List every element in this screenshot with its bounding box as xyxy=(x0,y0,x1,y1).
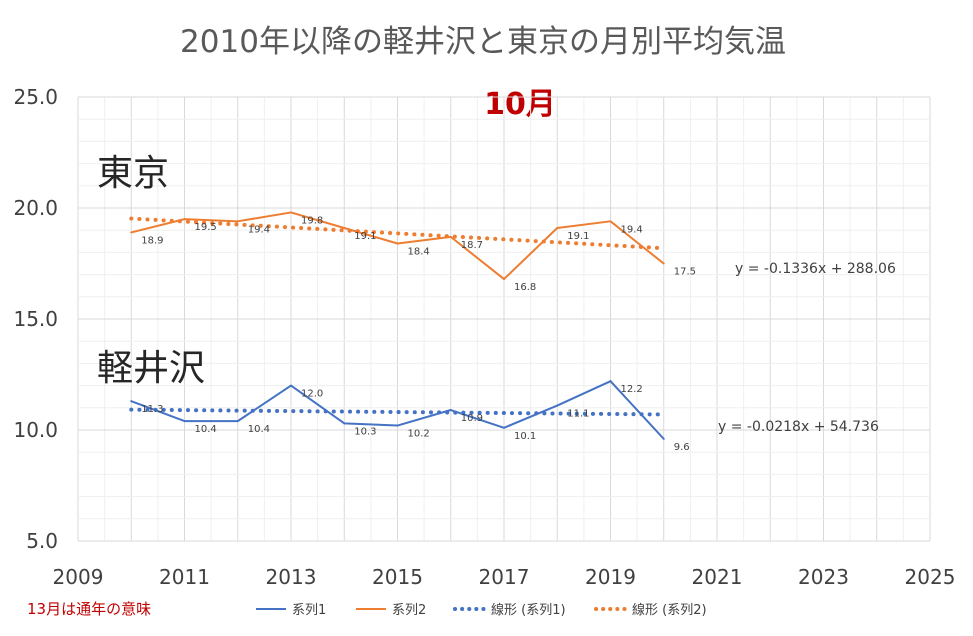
karuizawa-label: 軽井沢 xyxy=(97,348,205,389)
x-tick-label: 2019 xyxy=(585,565,636,589)
data-label: 10.1 xyxy=(514,431,536,442)
data-point xyxy=(130,231,133,234)
chart-title: 2010年以降の軽井沢と東京の月別平均気温 xyxy=(180,24,786,60)
legend-label-2: 系列2 xyxy=(392,603,426,618)
x-tick-label: 2023 xyxy=(798,565,849,589)
x-tick-label: 2021 xyxy=(692,565,743,589)
y-tick-label: 25.0 xyxy=(13,85,58,109)
data-point xyxy=(449,235,452,238)
data-label: 10.3 xyxy=(354,426,376,437)
data-label: 19.4 xyxy=(248,224,270,235)
data-point xyxy=(396,424,399,427)
data-point xyxy=(290,384,292,387)
data-point xyxy=(343,226,346,229)
axis-labels: 2009 2011 2013 2015 2017 2019 2021 2023 2025 5.0 1… xyxy=(13,85,955,589)
trendline-1 xyxy=(129,407,666,417)
x-tick-label: 2017 xyxy=(479,565,530,589)
tokyo-label: 東京 xyxy=(97,153,169,194)
data-label: 11.1 xyxy=(567,409,589,420)
legend-label-1: 系列1 xyxy=(292,603,326,618)
data-label: 10.9 xyxy=(461,413,483,424)
data-label: 19.1 xyxy=(354,231,376,242)
x-tick-label: 2009 xyxy=(53,565,104,589)
data-label: 19.5 xyxy=(195,222,217,233)
data-label: 19.8 xyxy=(301,215,323,226)
data-point xyxy=(396,242,399,245)
data-point xyxy=(236,420,239,423)
data-point xyxy=(236,220,239,223)
data-label: 18.4 xyxy=(408,247,430,258)
data-label: 10.4 xyxy=(248,424,270,435)
data-point xyxy=(662,437,665,440)
data-label: 9.6 xyxy=(674,442,690,453)
data-label: 12.2 xyxy=(621,384,643,395)
data-point xyxy=(449,409,452,412)
data-label: 18.9 xyxy=(141,235,163,246)
data-label: 18.7 xyxy=(461,240,483,251)
data-point xyxy=(183,420,186,423)
y-tick-label: 20.0 xyxy=(13,196,58,220)
data-label: 16.8 xyxy=(514,282,536,293)
data-point xyxy=(556,226,559,229)
data-label: 12.0 xyxy=(301,389,323,400)
trendlines xyxy=(129,216,666,417)
y-tick-label: 10.0 xyxy=(13,418,58,442)
data-point xyxy=(609,380,612,383)
y-tick-label: 15.0 xyxy=(13,307,58,331)
legend: 系列1 系列2 線形 (系列1) 線形 (系列2) xyxy=(256,602,707,618)
legend-label-3: 線形 (系列1) xyxy=(491,602,566,618)
data-point xyxy=(662,262,665,265)
data-point xyxy=(183,218,186,221)
data-point xyxy=(343,422,346,425)
data-point xyxy=(130,400,133,403)
legend-label-4: 線形 (系列2) xyxy=(632,602,707,618)
series-lines xyxy=(130,211,665,440)
note-text: 13月は通年の意味 xyxy=(27,600,151,618)
data-point xyxy=(290,211,292,214)
data-label: 17.5 xyxy=(674,267,696,278)
data-label: 10.4 xyxy=(195,424,217,435)
trend-equation-1: y = -0.0218x + 54.736 xyxy=(718,419,879,435)
data-point xyxy=(556,404,559,407)
x-tick-label: 2013 xyxy=(266,565,317,589)
x-tick-label: 2015 xyxy=(372,565,423,589)
data-point xyxy=(609,220,612,223)
data-label: 11.3 xyxy=(141,404,163,415)
grid-lines xyxy=(77,96,931,542)
data-point xyxy=(503,278,505,281)
chart-subtitle: 10月 xyxy=(484,87,556,122)
data-label: 10.2 xyxy=(408,429,430,440)
x-tick-label: 2011 xyxy=(159,565,210,589)
data-labels: 11.3 10.4 10.4 12.0 10.3 10.2 10.9 10.1 11.1 12.2… xyxy=(141,215,696,452)
data-point xyxy=(503,426,505,429)
data-label: 19.1 xyxy=(567,231,589,242)
trendline-2 xyxy=(129,216,666,251)
y-tick-label: 5.0 xyxy=(26,529,58,553)
data-label: 19.4 xyxy=(621,224,643,235)
trend-equation-2: y = -0.1336x + 288.06 xyxy=(735,261,896,277)
x-tick-label: 2025 xyxy=(905,565,956,589)
